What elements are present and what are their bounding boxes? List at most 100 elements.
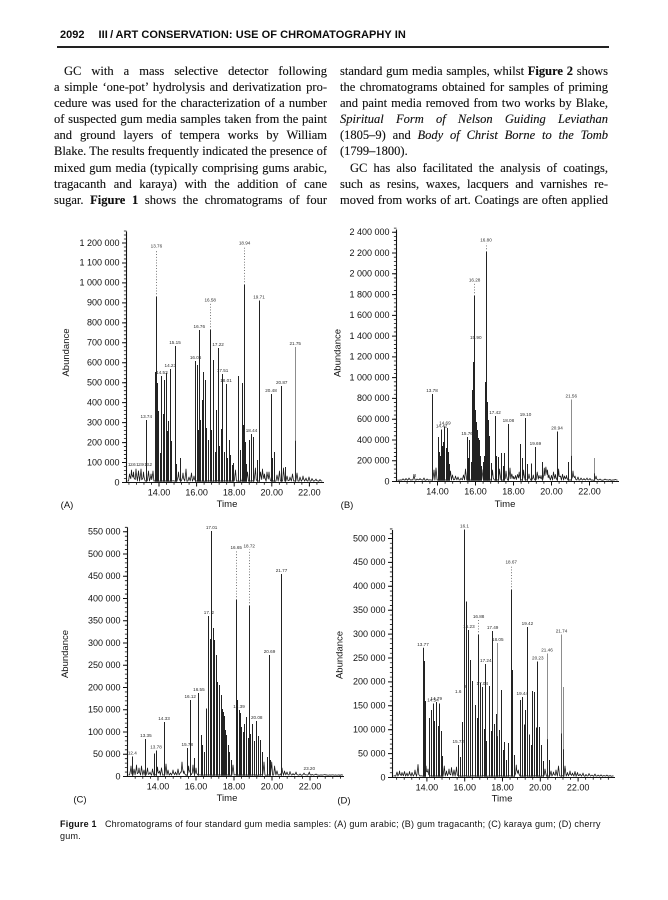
svg-text:1 000 000: 1 000 000 bbox=[79, 278, 119, 288]
svg-text:16.00: 16.00 bbox=[185, 782, 208, 792]
svg-text:15.72: 15.72 bbox=[453, 739, 465, 744]
svg-text:17. 2: 17. 2 bbox=[204, 610, 215, 615]
svg-text:900 000: 900 000 bbox=[87, 298, 120, 308]
svg-text:14.00: 14.00 bbox=[148, 488, 171, 498]
svg-text:450 000: 450 000 bbox=[353, 557, 386, 567]
svg-text:22.00: 22.00 bbox=[578, 487, 601, 497]
svg-text:19.44: 19.44 bbox=[517, 691, 529, 696]
svg-text:14.42: 14.42 bbox=[436, 424, 448, 429]
svg-text:500 000: 500 000 bbox=[88, 549, 121, 559]
svg-text:1 100 000: 1 100 000 bbox=[79, 258, 119, 268]
svg-text:500 000: 500 000 bbox=[353, 533, 386, 543]
svg-text:17.01: 17.01 bbox=[206, 525, 218, 530]
svg-text:21.56: 21.56 bbox=[566, 394, 578, 399]
svg-text:16.06: 16.06 bbox=[190, 355, 202, 360]
svg-text:100 000: 100 000 bbox=[353, 725, 386, 735]
svg-text:16.12: 16.12 bbox=[184, 694, 196, 699]
svg-text:13.78: 13.78 bbox=[150, 745, 162, 750]
svg-text:Time: Time bbox=[492, 794, 513, 805]
svg-text:150 000: 150 000 bbox=[353, 701, 386, 711]
svg-text:2 400 000: 2 400 000 bbox=[349, 227, 389, 237]
svg-text:Abundance: Abundance bbox=[60, 630, 71, 678]
svg-text:19.10: 19.10 bbox=[520, 412, 532, 417]
svg-text:200 000: 200 000 bbox=[88, 682, 121, 692]
svg-text:300 000: 300 000 bbox=[353, 629, 386, 639]
svg-text:(B): (B) bbox=[341, 500, 354, 511]
svg-text:22.00: 22.00 bbox=[298, 488, 321, 498]
svg-text:16.76: 16.76 bbox=[194, 324, 206, 329]
svg-text:15.76: 15.76 bbox=[461, 431, 473, 436]
svg-text:800 000: 800 000 bbox=[87, 318, 120, 328]
svg-text:16.00: 16.00 bbox=[464, 487, 487, 497]
svg-text:22.00: 22.00 bbox=[299, 782, 322, 792]
svg-text:20.00: 20.00 bbox=[261, 488, 284, 498]
svg-text:17.51: 17.51 bbox=[217, 368, 229, 373]
svg-text:13.78: 13.78 bbox=[426, 388, 438, 393]
svg-text:1.6: 1.6 bbox=[455, 689, 462, 694]
svg-text:450 000: 450 000 bbox=[88, 571, 121, 581]
svg-text:300 000: 300 000 bbox=[87, 417, 120, 427]
svg-text:200 000: 200 000 bbox=[87, 437, 120, 447]
svg-text:200 000: 200 000 bbox=[357, 456, 390, 466]
svg-text:Abundance: Abundance bbox=[333, 329, 344, 377]
svg-text:1 800 000: 1 800 000 bbox=[349, 289, 389, 299]
svg-text:15.90: 15.90 bbox=[470, 335, 482, 340]
svg-text:20.48: 20.48 bbox=[265, 388, 277, 393]
svg-text:250 000: 250 000 bbox=[88, 660, 121, 670]
svg-text:20.23: 20.23 bbox=[532, 656, 544, 661]
svg-text:100 000: 100 000 bbox=[87, 457, 120, 467]
svg-text:800 000: 800 000 bbox=[357, 393, 390, 403]
svg-text:19.42: 19.42 bbox=[522, 621, 534, 626]
svg-text:300 000: 300 000 bbox=[88, 638, 121, 648]
svg-text:18.94: 18.94 bbox=[239, 241, 251, 246]
svg-text:13.77: 13.77 bbox=[417, 642, 429, 647]
svg-text:0: 0 bbox=[384, 476, 389, 486]
svg-text:(A): (A) bbox=[61, 500, 74, 511]
svg-text:100 000: 100 000 bbox=[88, 727, 121, 737]
svg-text:18.01: 18.01 bbox=[220, 378, 232, 383]
svg-text:21.74: 21.74 bbox=[556, 629, 568, 634]
svg-text:600 000: 600 000 bbox=[87, 358, 120, 368]
svg-text:(C): (C) bbox=[73, 795, 86, 806]
svg-text:50 000: 50 000 bbox=[93, 749, 121, 759]
svg-text:18.05: 18.05 bbox=[492, 637, 504, 642]
svg-text:R: R bbox=[413, 473, 417, 478]
svg-text:250 000: 250 000 bbox=[353, 653, 386, 663]
svg-text:20.00: 20.00 bbox=[540, 487, 563, 497]
svg-text:15.78: 15.78 bbox=[182, 742, 194, 747]
svg-text:12.6 12.9 13.2: 12.6 12.9 13.2 bbox=[128, 462, 152, 467]
svg-text:16.88: 16.88 bbox=[473, 614, 485, 619]
svg-text:350 000: 350 000 bbox=[88, 616, 121, 626]
svg-text:20.87: 20.87 bbox=[276, 380, 288, 385]
svg-text:2 200 000: 2 200 000 bbox=[349, 248, 389, 258]
svg-text:14.79: 14.79 bbox=[431, 696, 443, 701]
svg-text:20.00: 20.00 bbox=[261, 782, 284, 792]
svg-text:400 000: 400 000 bbox=[353, 581, 386, 591]
svg-text:17.22: 17.22 bbox=[212, 342, 224, 347]
svg-text:12.4: 12.4 bbox=[128, 751, 137, 756]
svg-text:14.69: 14.69 bbox=[439, 421, 451, 426]
svg-text:16.00: 16.00 bbox=[185, 488, 208, 498]
svg-text:16.23: 16.23 bbox=[463, 624, 475, 629]
svg-text:1 600 000: 1 600 000 bbox=[349, 310, 389, 320]
svg-text:19.71: 19.71 bbox=[253, 295, 265, 300]
svg-text:20.08: 20.08 bbox=[251, 715, 263, 720]
svg-text:550 000: 550 000 bbox=[88, 527, 121, 537]
svg-text:2: 2 bbox=[464, 684, 467, 689]
svg-text:15.15: 15.15 bbox=[169, 340, 181, 345]
svg-text:13.35: 13.35 bbox=[140, 733, 152, 738]
svg-text:18.00: 18.00 bbox=[223, 488, 246, 498]
svg-text:18.00: 18.00 bbox=[491, 783, 514, 793]
svg-text:21.46: 21.46 bbox=[541, 648, 553, 653]
svg-text:17.04: 17.04 bbox=[477, 681, 489, 686]
svg-text:17.49: 17.49 bbox=[487, 625, 499, 630]
svg-text:0: 0 bbox=[115, 771, 120, 781]
svg-text:16.80: 16.80 bbox=[480, 238, 492, 243]
svg-text:400 000: 400 000 bbox=[87, 397, 120, 407]
svg-text:14.00: 14.00 bbox=[147, 782, 170, 792]
svg-text:0: 0 bbox=[380, 772, 385, 782]
svg-text:Time: Time bbox=[217, 499, 238, 510]
svg-text:18.00: 18.00 bbox=[502, 487, 525, 497]
svg-text:21.77: 21.77 bbox=[276, 568, 288, 573]
svg-text:700 000: 700 000 bbox=[87, 338, 120, 348]
